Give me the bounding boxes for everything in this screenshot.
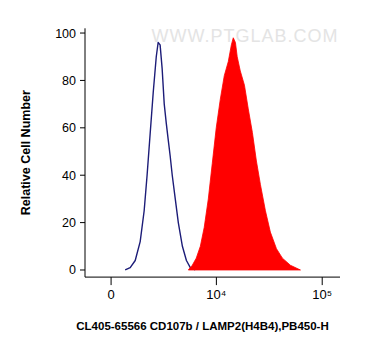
y-tick-label: 100: [55, 27, 76, 41]
chart: WWW.PTGLAB.COM 0 20 40 60 80 100 0 10⁴ 10⁵ CL405-6…: [0, 0, 387, 356]
x-tick: [216, 277, 217, 285]
x-axis-line: [85, 277, 340, 278]
y-axis-title: Relative Cell Number: [19, 90, 33, 215]
histogram-area: [188, 38, 300, 270]
plot-area: [125, 38, 300, 270]
y-axis-line: [85, 28, 86, 277]
x-tick-label: 10⁵: [312, 287, 332, 302]
y-tick-label: 20: [62, 216, 76, 230]
y-tick: [80, 222, 85, 223]
y-tick: [80, 80, 85, 81]
y-tick-label: 60: [62, 121, 76, 135]
x-tick-label: 0: [107, 287, 114, 302]
y-tick-label: 80: [62, 74, 76, 88]
x-tick-label: 10⁴: [206, 287, 226, 302]
x-tick: [111, 277, 112, 285]
x-axis-title: CL405-65566 CD107b / LAMP2(H4B4),PB450-H: [76, 320, 328, 332]
x-tick: [322, 277, 323, 285]
y-tick-label: 0: [69, 263, 76, 277]
y-tick-label: 40: [62, 169, 76, 183]
y-tick: [80, 269, 85, 270]
y-tick: [80, 175, 85, 176]
histogram-line: [125, 43, 195, 270]
y-tick: [80, 127, 85, 128]
watermark: WWW.PTGLAB.COM: [152, 26, 339, 46]
y-tick: [80, 33, 85, 34]
